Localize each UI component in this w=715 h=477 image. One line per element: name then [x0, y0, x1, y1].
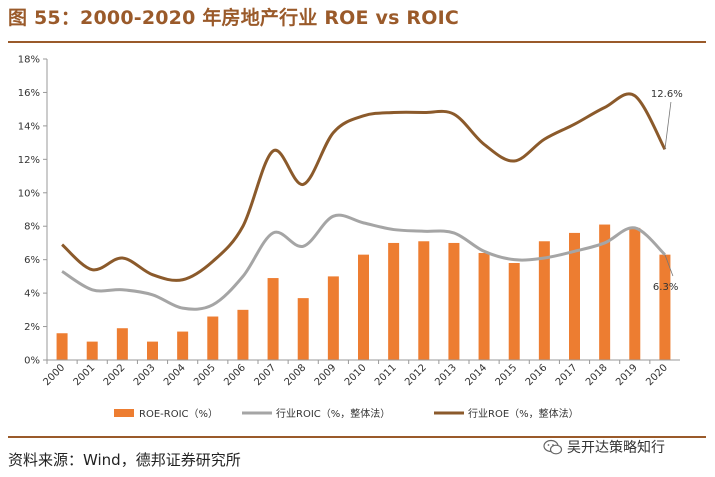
y-tick-label: 2% — [24, 322, 40, 333]
watermark: 吴开达策略知行 — [543, 437, 665, 457]
legend-label-roic: 行业ROIC（%，整体法） — [276, 407, 390, 420]
annotation-leader-roe — [664, 101, 672, 150]
y-tick-label: 8% — [24, 222, 40, 233]
legend-label-roe-roic: ROE-ROIC（%） — [139, 408, 218, 420]
annotation-label-roe: 12.6% — [651, 89, 683, 100]
bar-roe-roic — [267, 278, 279, 360]
bar-roe-roic — [508, 263, 520, 360]
annotation-label-roic: 6.3% — [653, 282, 678, 293]
x-tick-label: 2004 — [162, 362, 188, 388]
bar-roe-roic — [629, 227, 641, 360]
bar-roe-roic — [659, 254, 671, 360]
x-tick-label: 2017 — [554, 362, 580, 388]
bar-series — [56, 224, 671, 360]
x-tick-label: 2007 — [252, 362, 278, 388]
bar-roe-roic — [207, 316, 219, 360]
x-tick-label: 2002 — [102, 362, 128, 388]
y-tick-label: 16% — [18, 88, 40, 99]
bar-roe-roic — [56, 333, 68, 360]
bar-roe-roic — [448, 242, 460, 360]
x-axis: 2000 2001 2002 2003 2004 2005 2006 2007 2008 2009… — [41, 359, 680, 388]
x-tick-label: 2006 — [222, 362, 248, 388]
y-tick-label: 18% — [18, 55, 40, 66]
annotation-leader-roic — [664, 254, 674, 277]
x-tick-label: 2012 — [403, 362, 429, 388]
x-tick-label: 2020 — [644, 362, 670, 388]
bar-roe-roic — [418, 241, 430, 360]
y-tick-label: 6% — [24, 255, 40, 266]
watermark-text: 吴开达策略知行 — [567, 440, 665, 456]
annotations: 12.6% 6.3% — [651, 89, 683, 293]
wechat-icon — [543, 439, 563, 454]
bar-roe-roic — [599, 224, 611, 360]
x-tick-label: 2010 — [343, 362, 369, 388]
legend-swatch-roe-roic — [114, 409, 134, 417]
x-tick-label: 2008 — [283, 362, 309, 388]
bar-roe-roic — [86, 341, 98, 360]
y-tick-label: 10% — [18, 188, 40, 199]
x-tick-label: 2003 — [132, 362, 158, 388]
line-roe — [61, 92, 667, 282]
line-series — [61, 92, 667, 311]
x-tick-label: 2000 — [41, 362, 67, 388]
y-tick-label: 12% — [18, 155, 40, 166]
bar-roe-roic — [388, 242, 400, 360]
title-rule — [8, 41, 706, 43]
figure-title: 图 55：2000-2020 年房地产行业 ROE vs ROIC — [8, 7, 460, 29]
source-note: 资料来源：Wind，德邦证券研究所 — [8, 451, 241, 469]
y-tick-label: 14% — [18, 121, 40, 132]
bar-roe-roic — [478, 252, 490, 360]
y-tick-label: 4% — [24, 289, 40, 300]
chart: 0%2%4%6%8%10%12%14%16%18% 2000 2001 2002 20… — [18, 55, 683, 421]
x-tick-label: 2005 — [192, 362, 218, 388]
x-tick-label: 2014 — [463, 362, 489, 388]
bar-roe-roic — [116, 328, 128, 360]
bar-roe-roic — [297, 298, 309, 360]
bar-roe-roic — [237, 309, 249, 360]
bar-roe-roic — [538, 241, 550, 360]
legend: ROE-ROIC（%） 行业ROIC（%，整体法） 行业ROE（%，整体法） — [114, 407, 579, 420]
bar-roe-roic — [569, 232, 580, 360]
bar-roe-roic — [358, 254, 369, 360]
x-tick-label: 2011 — [373, 362, 399, 388]
x-tick-label: 2018 — [584, 362, 610, 388]
bar-roe-roic — [327, 276, 339, 360]
x-tick-label: 2019 — [614, 362, 640, 388]
x-tick-label: 2009 — [313, 362, 339, 388]
y-tick-label: 0% — [24, 356, 40, 367]
bar-roe-roic — [177, 331, 189, 360]
x-tick-label: 2001 — [72, 362, 98, 388]
x-tick-label: 2016 — [524, 362, 550, 388]
legend-label-roe: 行业ROE（%，整体法） — [468, 407, 579, 420]
x-tick-label: 2015 — [494, 362, 520, 388]
x-tick-label: 2013 — [433, 362, 459, 388]
bar-roe-roic — [147, 341, 158, 360]
y-axis: 0% 2% 4% 6% 8% 10% 12% 14% 16% 18% — [18, 55, 48, 367]
footer-rule — [8, 436, 706, 438]
